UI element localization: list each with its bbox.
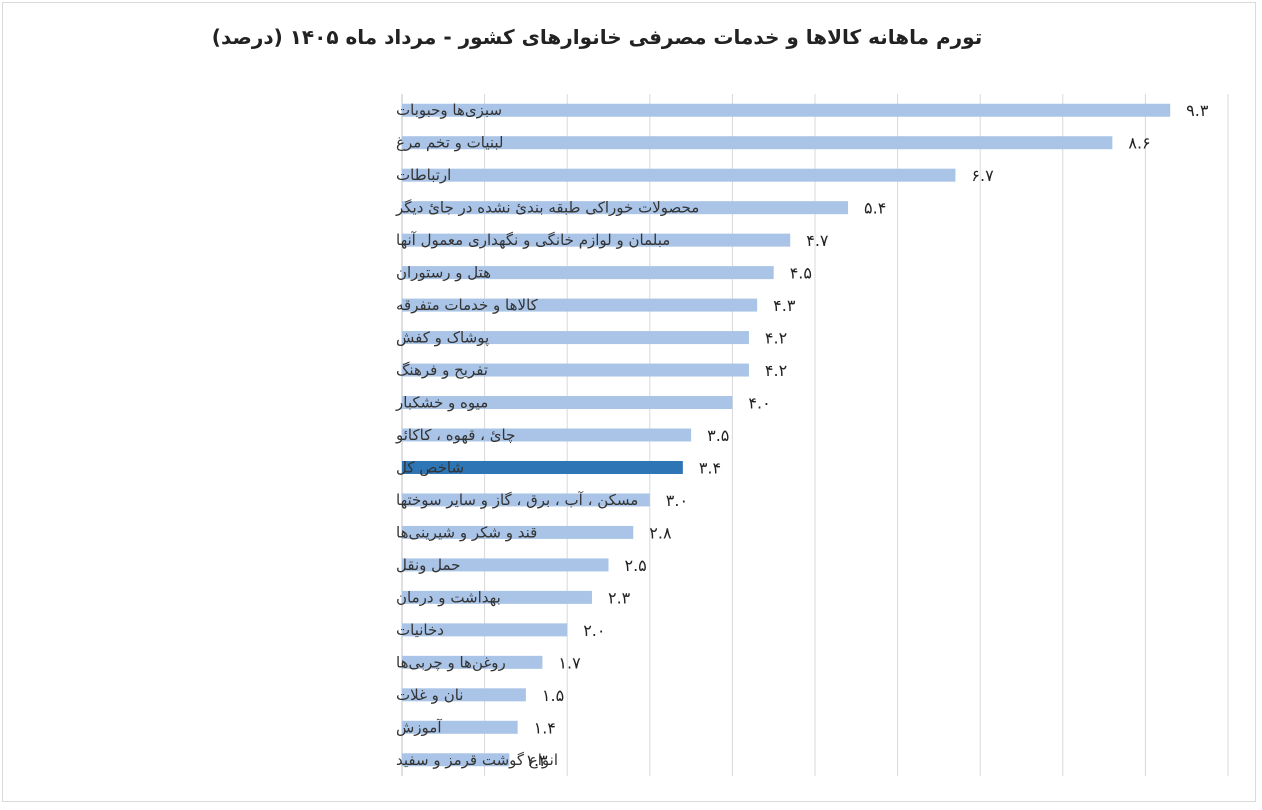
bar xyxy=(402,298,758,312)
data-label: ۱.۷ xyxy=(558,653,581,672)
bar xyxy=(402,623,568,637)
bar xyxy=(402,363,749,377)
category-label: پوشاک و کفش xyxy=(396,329,489,348)
data-label: ۲.۵ xyxy=(625,556,647,575)
category-label: هتل و رستوران xyxy=(396,264,491,282)
category-label: محصولات خوراکی طبقه بندیٔ نشده در جایٔ د… xyxy=(395,199,699,217)
bar xyxy=(402,331,749,345)
data-label: ۳.۴ xyxy=(699,458,721,477)
bar xyxy=(402,266,774,280)
bar xyxy=(402,103,1171,117)
bar xyxy=(402,201,849,215)
data-label: ۲.۰ xyxy=(583,621,605,640)
data-label: ۶.۷ xyxy=(971,166,994,185)
category-label: کالاها و خدمات متفرقه xyxy=(396,296,539,314)
data-label: ۴.۳ xyxy=(773,296,796,315)
bar xyxy=(402,396,733,410)
bar xyxy=(402,688,526,702)
category-label: شاخص کل xyxy=(396,458,464,476)
bar xyxy=(402,460,683,474)
category-label: انواع گوشت قرمز و سفید xyxy=(396,751,558,769)
category-label: مسکن ، آب ، برق ، گاز و سایر سوختها xyxy=(396,491,638,509)
bar xyxy=(402,720,518,734)
bar xyxy=(402,753,510,767)
data-label: ۲.۳ xyxy=(608,588,631,607)
data-label: ۵.۴ xyxy=(864,199,886,218)
data-label: ۴.۷ xyxy=(806,231,829,250)
category-label: حمل ونقل xyxy=(396,556,460,574)
category-label: روغن‌ها و چربی‌ها xyxy=(396,653,506,671)
data-label: ۱.۵ xyxy=(542,686,564,705)
category-label: سبزی‌ها وحبوبات xyxy=(396,101,502,119)
data-label: ۸.۶ xyxy=(1128,134,1150,153)
category-label: قند و شکر و شیرینی‌ها xyxy=(396,523,537,541)
category-label: مبلمان و لوازم خانگی و نگهداری معمول آنه… xyxy=(396,231,670,249)
bar xyxy=(402,493,650,507)
bar xyxy=(402,525,634,539)
data-label: ۱.۴ xyxy=(534,718,556,737)
data-label: ۳.۵ xyxy=(707,426,729,445)
bar xyxy=(402,558,609,572)
category-label: تفریح و فرهنگ xyxy=(396,361,488,379)
bar xyxy=(402,233,791,247)
bar xyxy=(402,428,692,442)
bar xyxy=(402,590,592,604)
data-label: ۴.۲ xyxy=(765,361,787,380)
data-label: ۱.۳ xyxy=(525,751,548,770)
category-label: چایٔ ، قهوه ، کاکائو xyxy=(395,426,515,444)
category-label: لبنیات و تخم مرغ xyxy=(396,134,504,152)
bar xyxy=(402,655,543,669)
data-label: ۹.۳ xyxy=(1186,101,1209,120)
category-label: نان و غلات xyxy=(396,686,463,704)
chart-title: تورم ماهانه کالاها و خدمات مصرفی خانواره… xyxy=(211,25,983,49)
bar xyxy=(402,168,956,182)
bar xyxy=(402,136,1113,150)
category-label: دخانیات xyxy=(396,621,444,639)
data-label: ۴.۰ xyxy=(748,394,770,413)
category-label: میوه و خشکبار xyxy=(395,394,488,412)
data-label: ۴.۲ xyxy=(765,329,787,348)
category-label: بهداشت و درمان xyxy=(396,588,501,606)
data-label: ۳.۰ xyxy=(666,491,688,510)
data-label: ۴.۵ xyxy=(790,264,812,283)
category-label: آموزش xyxy=(396,718,442,736)
data-label: ۲.۸ xyxy=(649,523,672,542)
category-label: ارتباطات xyxy=(396,166,451,184)
